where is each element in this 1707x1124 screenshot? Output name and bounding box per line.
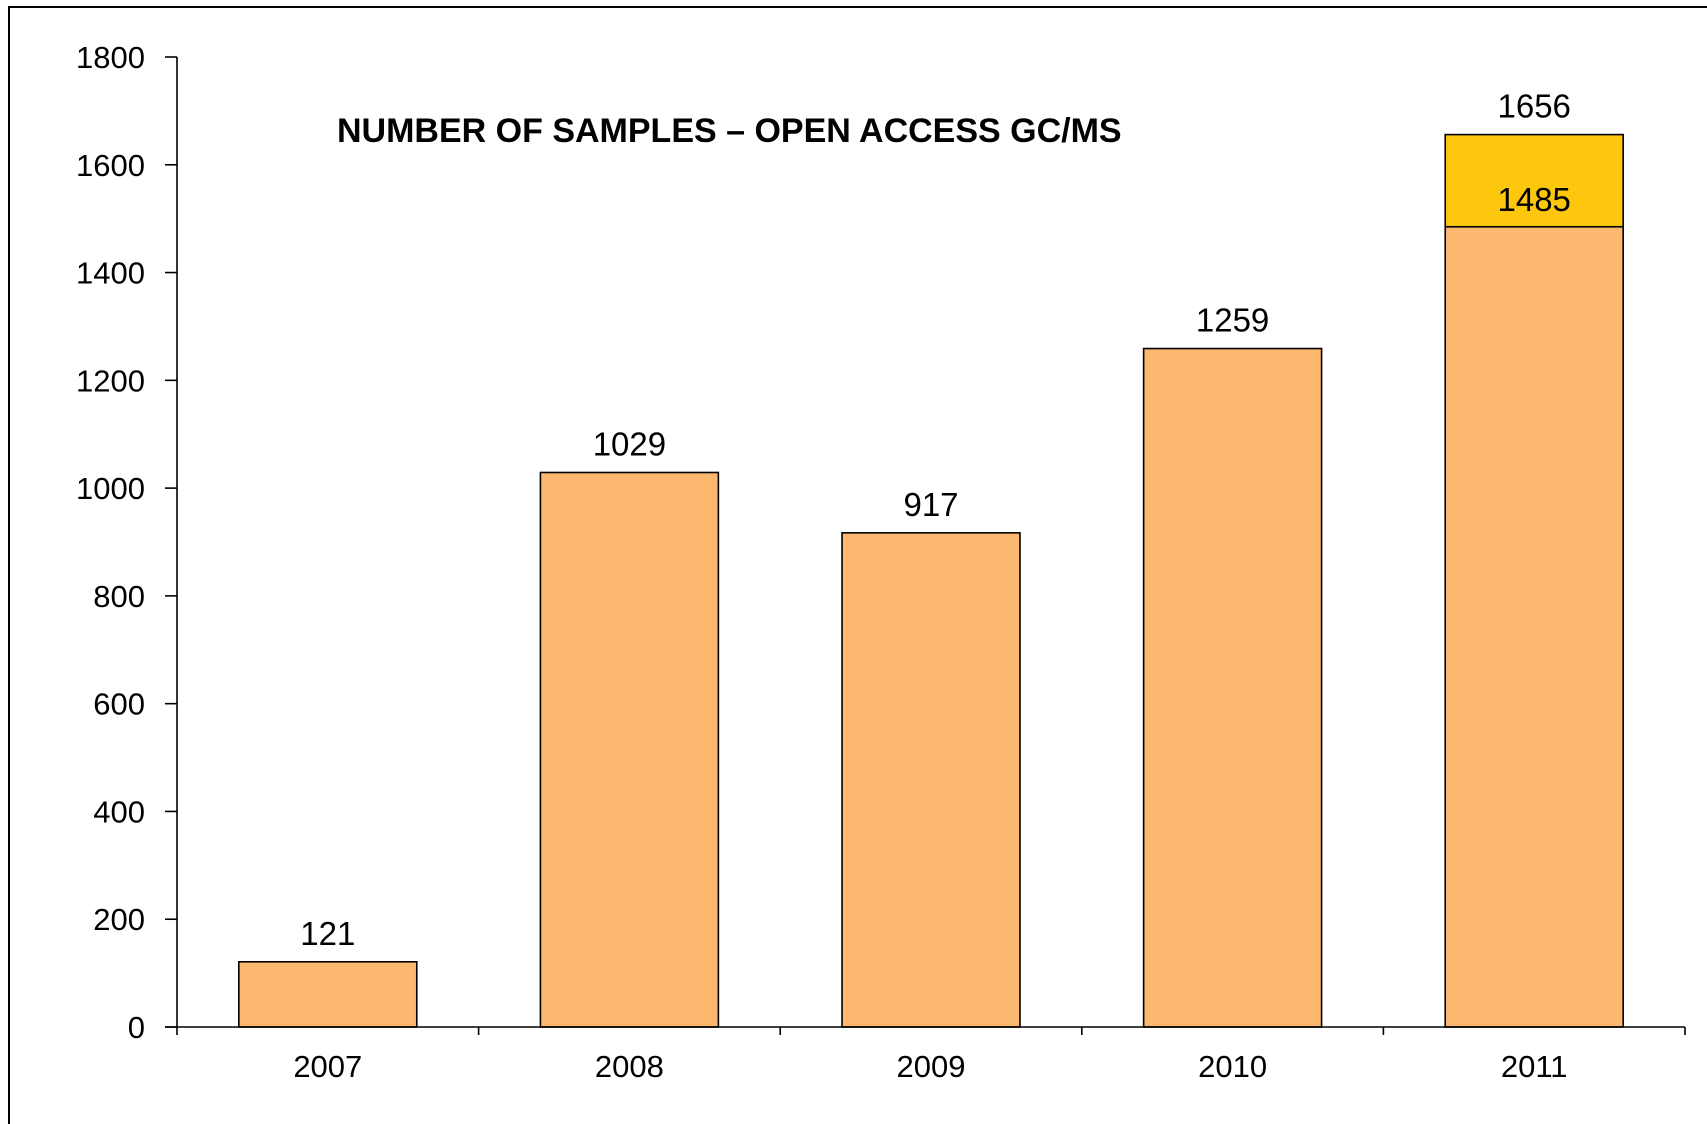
labels-group: 121 2007 1029 2008 917 2009 1259 2010 1485 1656 20… — [76, 40, 1571, 1084]
bar-2010-series-0 — [1142, 347, 1323, 1028]
data-label-2007: 121 — [300, 915, 355, 952]
bar-2011-series-1 — [1444, 133, 1624, 228]
y-tick-label-1800: 1800 — [76, 40, 145, 75]
x-tick-label-2007: 2007 — [293, 1049, 362, 1084]
y-tick-label-1000: 1000 — [76, 471, 145, 506]
data-label-2011: 1485 — [1497, 181, 1570, 218]
chart-frame — [8, 6, 1707, 1124]
bars-group — [238, 133, 1624, 1028]
y-tick-label-1600: 1600 — [76, 148, 145, 183]
y-tick-label-1400: 1400 — [76, 256, 145, 291]
bar-2011-series-0 — [1444, 225, 1624, 1028]
x-tick-label-2008: 2008 — [595, 1049, 664, 1084]
data-label-2009: 917 — [903, 486, 958, 523]
x-tick-label-2010: 2010 — [1198, 1049, 1267, 1084]
y-tick-label-1200: 1200 — [76, 363, 145, 398]
axes-group — [165, 56, 1686, 1035]
y-tick-label-0: 0 — [128, 1010, 145, 1045]
bar-2009-series-0 — [841, 532, 1021, 1028]
chart-title: NUMBER OF SAMPLES – OPEN ACCESS GC/MS — [337, 112, 1122, 150]
data-label-2008: 1029 — [593, 425, 666, 462]
x-tick-label-2009: 2009 — [897, 1049, 966, 1084]
y-tick-label-800: 800 — [93, 579, 145, 614]
x-tick-label-2011: 2011 — [1501, 1049, 1568, 1084]
bar-2008-series-0 — [539, 471, 720, 1028]
y-tick-label-600: 600 — [93, 687, 145, 722]
data-label-2011-total: 1656 — [1497, 88, 1570, 125]
data-label-2010: 1259 — [1196, 302, 1269, 339]
y-tick-label-200: 200 — [93, 902, 145, 937]
y-tick-label-400: 400 — [93, 794, 145, 829]
bar-2007-series-0 — [238, 960, 418, 1028]
